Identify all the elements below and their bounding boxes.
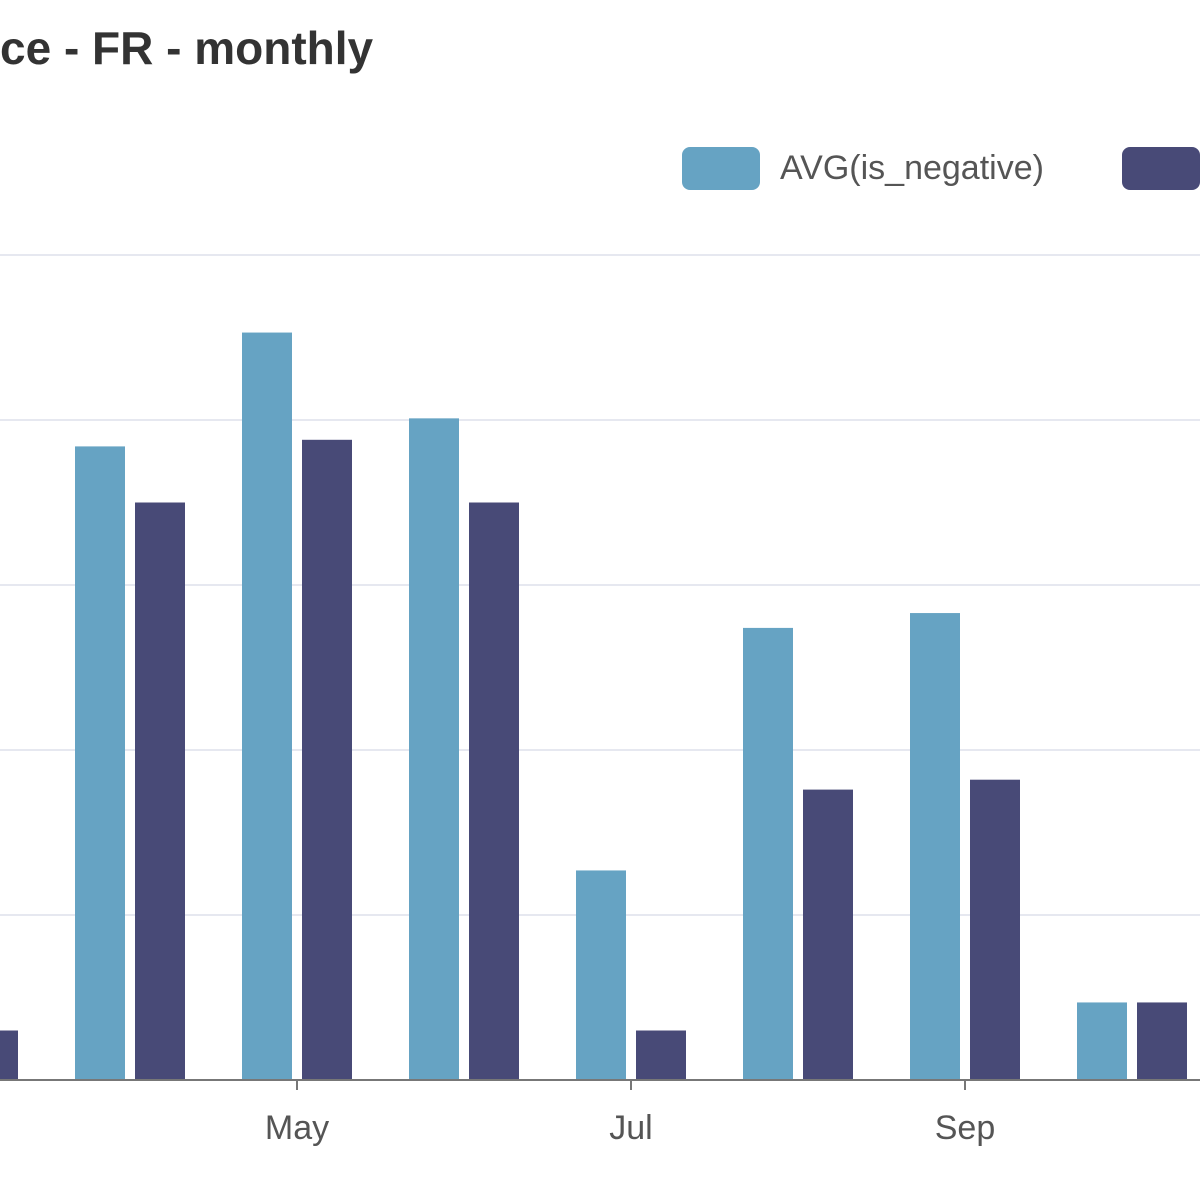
bar xyxy=(409,418,459,1081)
bar xyxy=(1077,1002,1127,1080)
legend-swatch xyxy=(682,147,760,190)
bar xyxy=(910,613,960,1080)
legend-label: AVG(is_negative) xyxy=(780,149,1044,187)
legend-swatch xyxy=(1122,147,1200,190)
bar xyxy=(135,502,185,1080)
bar xyxy=(1137,1002,1187,1080)
x-tick-label: May xyxy=(265,1109,329,1147)
bar xyxy=(803,789,853,1080)
chart-title: ce - FR - monthly xyxy=(0,22,374,74)
bar xyxy=(636,1030,686,1080)
bar xyxy=(576,870,626,1080)
bar xyxy=(0,1030,18,1080)
bar xyxy=(242,332,292,1080)
bar xyxy=(302,439,352,1080)
x-tick-label: Sep xyxy=(935,1109,996,1147)
bar xyxy=(75,446,125,1080)
x-tick-label: Jul xyxy=(609,1109,652,1147)
bar xyxy=(743,627,793,1080)
bar xyxy=(970,779,1020,1080)
bar xyxy=(469,502,519,1080)
